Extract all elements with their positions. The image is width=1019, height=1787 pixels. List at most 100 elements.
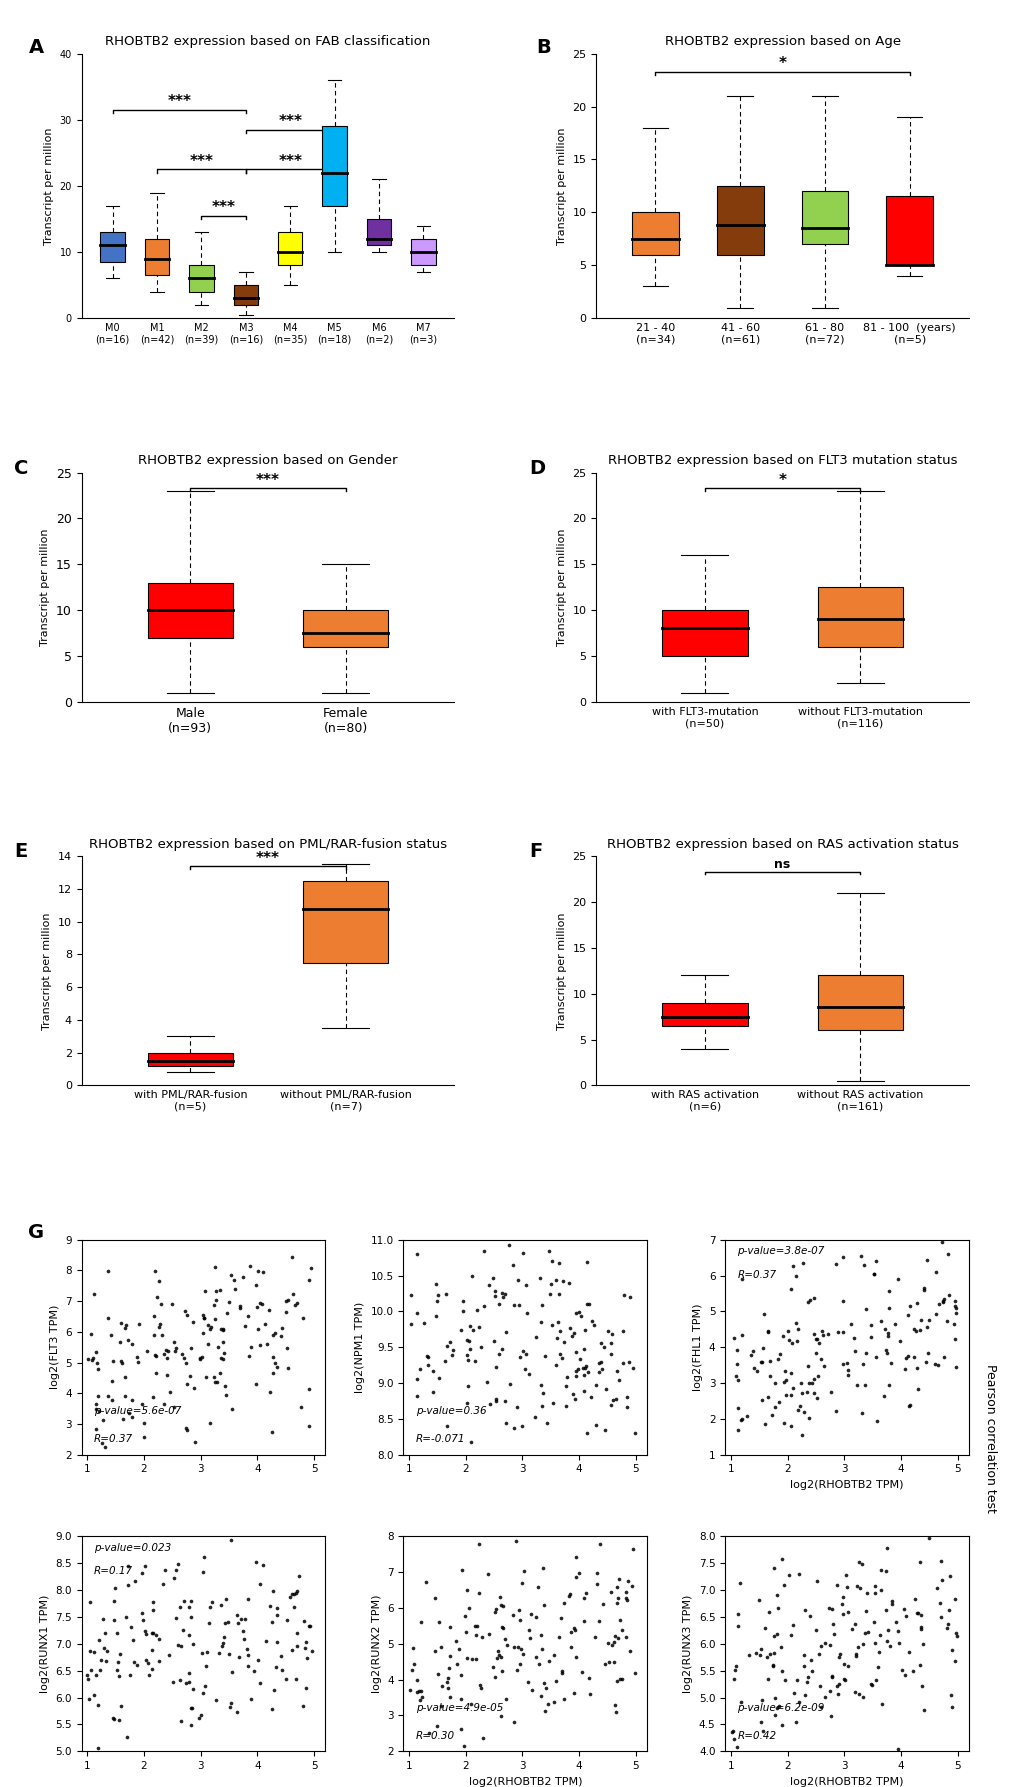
Point xyxy=(277,1665,293,1694)
Point xyxy=(846,1610,862,1639)
Point xyxy=(532,1308,548,1337)
Point xyxy=(171,1665,187,1694)
Point xyxy=(452,1315,469,1344)
Point xyxy=(627,1658,643,1687)
Point xyxy=(467,1612,483,1640)
Point xyxy=(752,1707,768,1735)
Point xyxy=(221,1287,237,1315)
Point xyxy=(583,1306,599,1335)
Point xyxy=(726,1724,742,1753)
Point xyxy=(105,1347,121,1376)
Point xyxy=(472,1671,488,1699)
Point xyxy=(427,1271,443,1299)
Point xyxy=(799,1667,815,1696)
Point xyxy=(487,1594,503,1623)
Title: RHOBTB2 expression based on FLT3 mutation status: RHOBTB2 expression based on FLT3 mutatio… xyxy=(607,454,957,466)
Point xyxy=(195,1301,211,1330)
Point xyxy=(588,1558,604,1587)
Point xyxy=(512,1607,528,1635)
Bar xyxy=(886,197,932,264)
Point xyxy=(112,1308,128,1337)
Point xyxy=(772,1633,789,1662)
Point xyxy=(840,1356,856,1385)
Point xyxy=(155,1571,171,1599)
Point xyxy=(216,1608,232,1637)
Point xyxy=(240,1651,257,1680)
Point xyxy=(79,1344,96,1372)
Point xyxy=(759,1664,775,1692)
Point xyxy=(729,1417,745,1446)
Point xyxy=(130,1310,147,1338)
Point xyxy=(195,1319,211,1347)
Point xyxy=(577,1355,593,1383)
Point xyxy=(785,1374,801,1403)
Point xyxy=(473,1333,489,1362)
Point xyxy=(431,1363,447,1392)
Point xyxy=(459,1372,475,1401)
Point xyxy=(278,1297,294,1326)
Point xyxy=(750,1585,766,1614)
Point xyxy=(944,1692,960,1721)
Text: p-value=0.023: p-value=0.023 xyxy=(94,1542,171,1553)
Point xyxy=(581,1742,597,1771)
Point xyxy=(115,1405,131,1433)
Point xyxy=(907,1317,923,1346)
Point xyxy=(878,1533,895,1562)
Point xyxy=(859,1617,875,1646)
Point xyxy=(567,1356,583,1385)
Point xyxy=(829,1317,846,1346)
Point xyxy=(727,1651,743,1680)
Point xyxy=(479,1369,495,1397)
Point xyxy=(487,1662,503,1691)
Point xyxy=(758,1642,774,1671)
Point xyxy=(113,1349,129,1378)
Point xyxy=(753,1385,769,1414)
Point xyxy=(847,1642,863,1671)
Point xyxy=(421,1719,437,1748)
Point xyxy=(517,1271,533,1299)
Point xyxy=(254,1290,270,1319)
Point xyxy=(615,1281,632,1310)
Point xyxy=(775,1665,792,1694)
Point xyxy=(211,1639,227,1667)
Point xyxy=(913,1673,929,1701)
Point xyxy=(294,1692,311,1721)
Point xyxy=(946,1499,962,1528)
Point xyxy=(535,1669,551,1698)
Point xyxy=(568,1542,584,1571)
Point xyxy=(933,1287,950,1315)
Point xyxy=(458,1617,474,1646)
Point xyxy=(751,1640,767,1669)
Point xyxy=(214,1344,230,1372)
Point xyxy=(468,1612,484,1640)
Point xyxy=(82,1589,98,1617)
Point xyxy=(151,1648,167,1676)
Point xyxy=(106,1705,122,1733)
Point xyxy=(872,1306,889,1335)
Point xyxy=(97,1433,113,1462)
Point xyxy=(583,1383,599,1412)
Point xyxy=(220,1640,236,1669)
Text: p-value=3.8e-07: p-value=3.8e-07 xyxy=(737,1246,824,1256)
Point xyxy=(96,1633,112,1662)
Point xyxy=(441,1640,458,1669)
Point xyxy=(279,1355,296,1383)
Point xyxy=(834,1244,850,1272)
Point xyxy=(599,1628,615,1657)
Point xyxy=(278,1287,294,1315)
Point xyxy=(100,1256,116,1285)
Point xyxy=(866,1571,882,1599)
Point xyxy=(182,1694,199,1723)
Point xyxy=(897,1601,913,1630)
Point xyxy=(581,1664,597,1692)
Point xyxy=(124,1330,141,1358)
Point xyxy=(821,1632,838,1660)
Point xyxy=(614,1349,631,1378)
Text: ***: *** xyxy=(256,472,280,488)
Point xyxy=(145,1587,161,1615)
Point xyxy=(459,1346,475,1374)
Point xyxy=(156,1556,172,1585)
Point xyxy=(123,1614,140,1642)
Point xyxy=(772,1544,789,1573)
Point xyxy=(578,1247,594,1276)
